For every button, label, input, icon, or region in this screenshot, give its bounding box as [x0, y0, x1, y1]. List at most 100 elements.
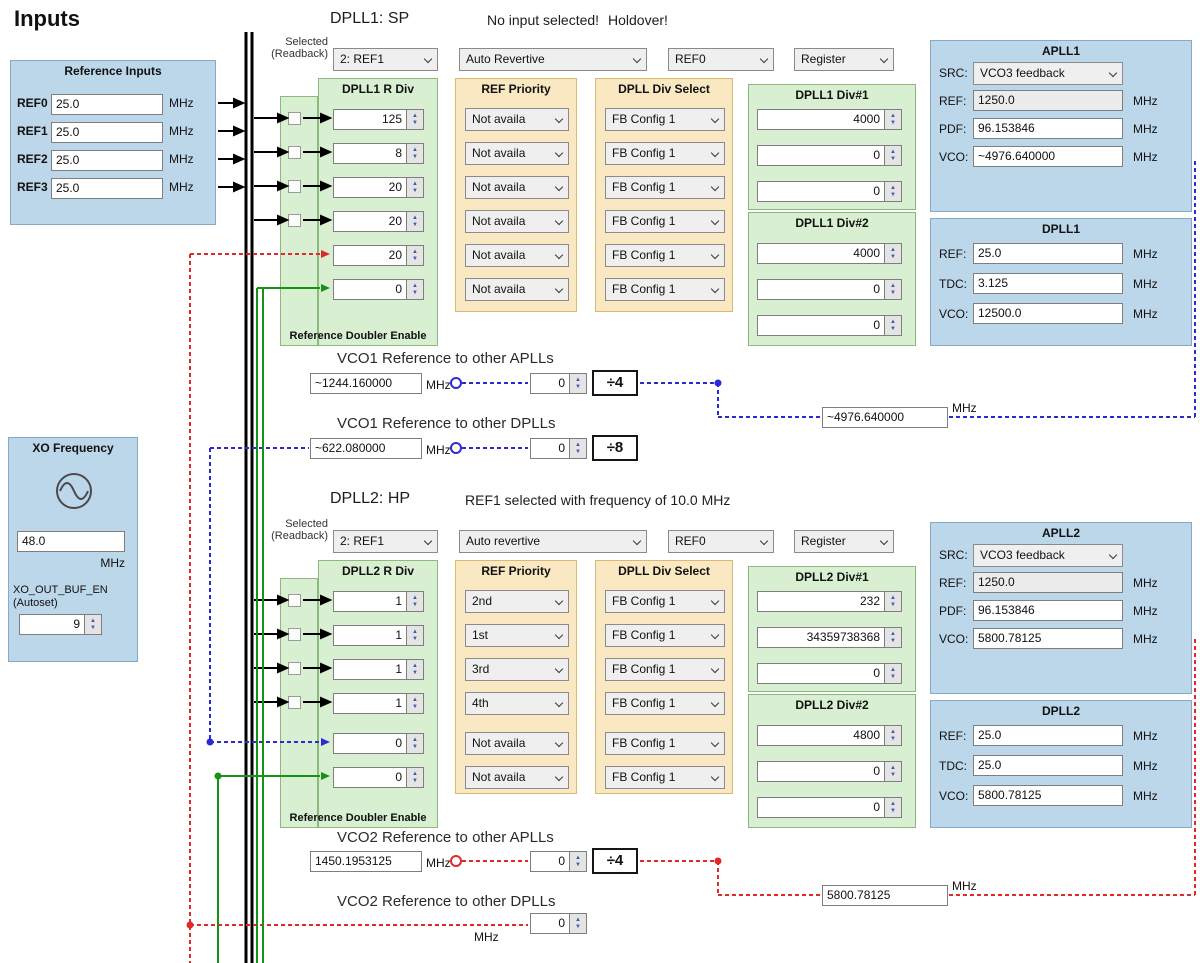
dpll2-div2-0-value[interactable]: 4800	[757, 725, 885, 746]
dpll2-priority-dropdown-3[interactable]: 4th	[465, 692, 569, 715]
spin-down-icon[interactable]: ▼	[412, 602, 418, 608]
spin-down-icon[interactable]: ▼	[412, 636, 418, 642]
dpll1-rdiv-0-value[interactable]: 125	[333, 109, 407, 130]
dpll2-div1-1-spinner[interactable]: ▲ ▼	[885, 627, 902, 648]
dpll1-div1-2-value[interactable]: 0	[757, 181, 885, 202]
spin-up-icon[interactable]: ▲	[890, 149, 896, 155]
spin-down-icon[interactable]: ▼	[890, 736, 896, 742]
vco1-to-aplls-spinner[interactable]: ▲ ▼	[570, 373, 587, 394]
dpll1-rdiv-1-spinner[interactable]: ▲ ▼	[407, 143, 424, 164]
dpll1-ref2-enable-checkbox[interactable]	[288, 180, 301, 193]
dpll2-ref1-enable-checkbox[interactable]	[288, 628, 301, 641]
dpll1-ref0-enable-checkbox[interactable]	[288, 112, 301, 125]
spin-up-icon[interactable]: ▲	[890, 631, 896, 637]
apll2-vco-value[interactable]: 5800.78125	[973, 628, 1123, 649]
apll1-ref-value[interactable]: 1250.0	[973, 90, 1123, 111]
vco2-to-dplls-spin-value[interactable]: 0	[530, 913, 570, 934]
dpll2-rdiv-1-value[interactable]: 1	[333, 625, 407, 646]
dpll2-priority-dropdown-5[interactable]: Not availa	[465, 766, 569, 789]
dpll2-priority-dropdown-2[interactable]: 3rd	[465, 658, 569, 681]
dpll2-rdiv-4-spinner[interactable]: ▲ ▼	[407, 733, 424, 754]
spin-up-icon[interactable]: ▲	[412, 595, 418, 601]
spin-up-icon[interactable]: ▲	[575, 442, 581, 448]
spin-up-icon[interactable]: ▲	[412, 249, 418, 255]
dpll2-tdc-value[interactable]: 25.0	[973, 755, 1123, 776]
spin-down-icon[interactable]: ▼	[412, 222, 418, 228]
dpll1-priority-dropdown-1[interactable]: Not availa	[465, 142, 569, 165]
spin-down-icon[interactable]: ▼	[890, 326, 896, 332]
dpll2-div2-2-spinner[interactable]: ▲ ▼	[885, 797, 902, 818]
vco1-to-dplls-spin-value[interactable]: 0	[530, 438, 570, 459]
spin-down-icon[interactable]: ▼	[412, 670, 418, 676]
dpll1-ref-value[interactable]: 25.0	[973, 243, 1123, 264]
dpll2-rdiv-4-value[interactable]: 0	[333, 733, 407, 754]
dpll2-div2-1-spinner[interactable]: ▲ ▼	[885, 761, 902, 782]
spin-up-icon[interactable]: ▲	[412, 697, 418, 703]
spin-down-icon[interactable]: ▼	[890, 192, 896, 198]
dpll1-mode-dropdown[interactable]: Auto Revertive	[459, 48, 647, 71]
spin-up-icon[interactable]: ▲	[412, 629, 418, 635]
dpll1-div-select-dropdown-4[interactable]: FB Config 1	[605, 244, 725, 267]
dpll2-priority-dropdown-4[interactable]: Not availa	[465, 732, 569, 755]
apll2-pdf-value[interactable]: 96.153846	[973, 600, 1123, 621]
dpll1-priority-dropdown-5[interactable]: Not availa	[465, 278, 569, 301]
spin-down-icon[interactable]: ▼	[575, 924, 581, 930]
dpll1-div1-0-spinner[interactable]: ▲ ▼	[885, 109, 902, 130]
dpll1-register-dropdown[interactable]: Register	[794, 48, 894, 71]
dpll2-rdiv-0-spinner[interactable]: ▲ ▼	[407, 591, 424, 612]
dpll1-selected-readback-dropdown[interactable]: 2: REF1	[333, 48, 438, 71]
ref3-input[interactable]: 25.0	[51, 178, 163, 199]
spin-up-icon[interactable]: ▲	[412, 737, 418, 743]
vco1-output-value[interactable]: ~4976.640000	[822, 407, 948, 428]
dpll1-ref1-enable-checkbox[interactable]	[288, 146, 301, 159]
spin-down-icon[interactable]: ▼	[412, 290, 418, 296]
spin-down-icon[interactable]: ▼	[412, 256, 418, 262]
dpll1-div2-1-spinner[interactable]: ▲ ▼	[885, 279, 902, 300]
dpll1-div2-2-spinner[interactable]: ▲ ▼	[885, 315, 902, 336]
dpll1-div-select-dropdown-5[interactable]: FB Config 1	[605, 278, 725, 301]
dpll1-rdiv-3-value[interactable]: 20	[333, 211, 407, 232]
spin-down-icon[interactable]: ▼	[90, 625, 96, 631]
spin-up-icon[interactable]: ▲	[890, 283, 896, 289]
dpll2-rdiv-0-value[interactable]: 1	[333, 591, 407, 612]
dpll2-mode-dropdown[interactable]: Auto revertive	[459, 530, 647, 553]
spin-up-icon[interactable]: ▲	[890, 319, 896, 325]
dpll2-priority-dropdown-1[interactable]: 1st	[465, 624, 569, 647]
dpll2-rdiv-1-spinner[interactable]: ▲ ▼	[407, 625, 424, 646]
spin-up-icon[interactable]: ▲	[412, 215, 418, 221]
dpll2-div-select-dropdown-5[interactable]: FB Config 1	[605, 766, 725, 789]
dpll2-div-select-dropdown-3[interactable]: FB Config 1	[605, 692, 725, 715]
spin-up-icon[interactable]: ▲	[575, 917, 581, 923]
vco2-output-value[interactable]: 5800.78125	[822, 885, 948, 906]
dpll1-priority-dropdown-2[interactable]: Not availa	[465, 176, 569, 199]
spin-down-icon[interactable]: ▼	[890, 254, 896, 260]
dpll2-selected-readback-dropdown[interactable]: 2: REF1	[333, 530, 438, 553]
dpll1-rdiv-5-spinner[interactable]: ▲ ▼	[407, 279, 424, 300]
dpll2-rdiv-2-spinner[interactable]: ▲ ▼	[407, 659, 424, 680]
dpll1-rdiv-5-value[interactable]: 0	[333, 279, 407, 300]
dpll2-ref-value[interactable]: 25.0	[973, 725, 1123, 746]
dpll1-div2-0-spinner[interactable]: ▲ ▼	[885, 243, 902, 264]
dpll1-rdiv-0-spinner[interactable]: ▲ ▼	[407, 109, 424, 130]
spin-down-icon[interactable]: ▼	[575, 449, 581, 455]
dpll2-rdiv-3-value[interactable]: 1	[333, 693, 407, 714]
spin-down-icon[interactable]: ▼	[575, 384, 581, 390]
spin-up-icon[interactable]: ▲	[890, 765, 896, 771]
vco1-to-aplls-value[interactable]: ~1244.160000	[310, 373, 422, 394]
apll2-src-dropdown[interactable]: VCO3 feedback	[973, 544, 1123, 567]
dpll1-div2-1-value[interactable]: 0	[757, 279, 885, 300]
dpll2-vco-value[interactable]: 5800.78125	[973, 785, 1123, 806]
vco2-to-aplls-spinner[interactable]: ▲ ▼	[570, 851, 587, 872]
apll1-src-dropdown[interactable]: VCO3 feedback	[973, 62, 1123, 85]
dpll1-rdiv-3-spinner[interactable]: ▲ ▼	[407, 211, 424, 232]
dpll2-ref3-enable-checkbox[interactable]	[288, 696, 301, 709]
vco1-to-dplls-spinner[interactable]: ▲ ▼	[570, 438, 587, 459]
spin-up-icon[interactable]: ▲	[890, 667, 896, 673]
vco2-to-aplls-value[interactable]: 1450.1953125	[310, 851, 422, 872]
xo-out-buf-en-value[interactable]: 9	[19, 614, 85, 635]
spin-down-icon[interactable]: ▼	[890, 772, 896, 778]
dpll2-div-select-dropdown-0[interactable]: FB Config 1	[605, 590, 725, 613]
spin-down-icon[interactable]: ▼	[412, 120, 418, 126]
dpll2-div-select-dropdown-1[interactable]: FB Config 1	[605, 624, 725, 647]
vco1-to-aplls-spin-value[interactable]: 0	[530, 373, 570, 394]
